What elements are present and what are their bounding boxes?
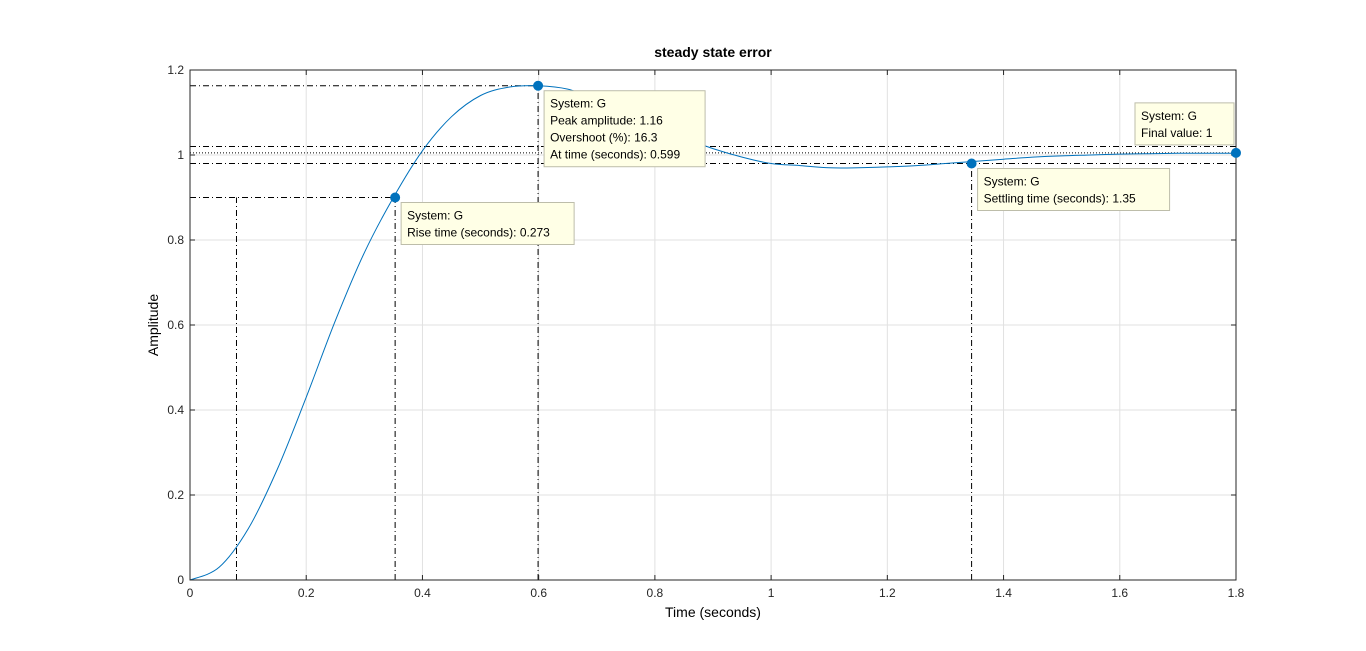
data-tip-text: Settling time (seconds): 1.35 [984, 192, 1136, 206]
y-tick-label: 0.8 [167, 233, 184, 247]
y-tick-label: 1.2 [167, 63, 184, 77]
y-tick-label: 0 [177, 573, 184, 587]
data-tip-box [400, 202, 575, 245]
y-tick-label: 1 [177, 148, 184, 162]
x-tick-label: 1 [768, 586, 775, 600]
y-tick-label: 0.6 [167, 318, 184, 332]
data-tip-text: System: G [984, 175, 1040, 189]
data-tip-text: Final value: 1 [1141, 126, 1213, 140]
x-tick-label: 1.4 [995, 586, 1012, 600]
data-tip-box [1134, 102, 1235, 146]
x-tick-label: 1.2 [879, 586, 896, 600]
ticks: 0 0.2 0.4 0.6 0.8 1 1.2 1.4 1.6 1.8 0 0.2 0.4 0.6 0.8 1… [167, 63, 1244, 600]
y-tick-label: 0.2 [167, 488, 184, 502]
data-tip[interactable]: System: G Peak amplitude: 1.16 Overshoot (… [543, 90, 706, 168]
x-tick-label: 0.2 [298, 586, 315, 600]
y-axis-label: Amplitude [145, 294, 161, 356]
response-line[interactable] [189, 85, 1236, 581]
data-tip-text: System: G [1141, 109, 1197, 123]
x-tick-label: 1.8 [1228, 586, 1245, 600]
data-tip-box [977, 168, 1171, 211]
characteristic-guides [190, 85, 1236, 580]
data-tip-markers [390, 80, 1241, 203]
data-tip-marker[interactable] [390, 192, 401, 203]
data-tip-marker[interactable] [533, 80, 544, 91]
chart-title: steady state error [654, 44, 772, 60]
data-tip-text: Rise time (seconds): 0.273 [407, 226, 550, 240]
data-tip-text: System: G [407, 209, 463, 223]
x-axis-label: Time (seconds) [665, 604, 761, 620]
data-tip[interactable]: System: G Settling time (seconds): 1.35 [977, 168, 1171, 211]
data-tip-text: Peak amplitude: 1.16 [550, 114, 663, 128]
data-tip[interactable]: System: G Rise time (seconds): 0.273 [400, 202, 575, 245]
data-tip-text: System: G [550, 97, 606, 111]
data-tip-marker[interactable] [966, 158, 977, 169]
x-tick-label: 0.6 [530, 586, 547, 600]
data-tip-text: At time (seconds): 0.599 [550, 148, 680, 162]
x-tick-label: 1.6 [1111, 586, 1128, 600]
data-tip-box [543, 90, 706, 168]
x-tick-label: 0 [187, 586, 194, 600]
x-tick-label: 0.8 [647, 586, 664, 600]
data-tip-text: Overshoot (%): 16.3 [550, 131, 658, 145]
x-tick-label: 0.4 [414, 586, 431, 600]
data-tip[interactable]: System: G Final value: 1 [1134, 102, 1235, 146]
data-tip-marker[interactable] [1231, 147, 1241, 158]
y-tick-label: 0.4 [167, 403, 184, 417]
